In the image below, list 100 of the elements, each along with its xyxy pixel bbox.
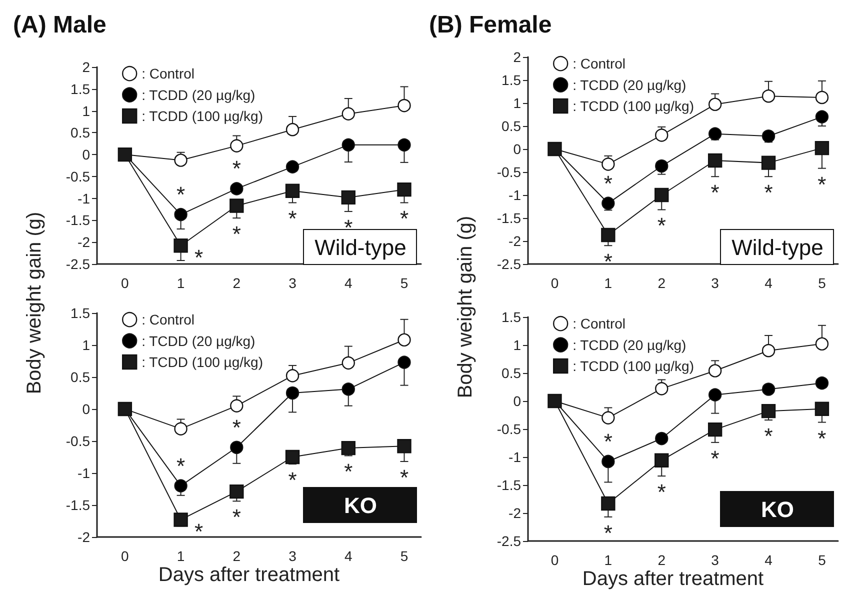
- y-tick-label: -0.5: [496, 421, 522, 437]
- x-tick-label: 5: [400, 275, 408, 291]
- x-tick-label: 4: [764, 552, 773, 568]
- point: [602, 454, 615, 468]
- point: [761, 156, 776, 170]
- point: [708, 153, 722, 168]
- legend-label: : TCDD (20 µg/kg): [572, 336, 686, 353]
- point: [174, 154, 188, 167]
- annotation: *: [400, 464, 409, 490]
- x-tick-label: 3: [288, 275, 297, 291]
- legend-label: : TCDD (20 µg/kg): [142, 86, 256, 103]
- y-tick-label: -2: [508, 233, 522, 249]
- point: [286, 386, 300, 400]
- point: [397, 439, 412, 454]
- annotation: *: [710, 180, 720, 206]
- point: [230, 139, 244, 152]
- y-tick-label: -1.5: [66, 497, 90, 513]
- annotation: *: [657, 480, 666, 505]
- legend-label: : Control: [572, 56, 626, 72]
- x-tick-label: 2: [232, 275, 241, 291]
- y-tick-label: 1.5: [502, 309, 522, 325]
- y-tick-label: 1.5: [70, 305, 90, 321]
- annotation: *: [232, 156, 242, 182]
- point: [602, 411, 615, 424]
- annotation: *: [818, 172, 827, 197]
- annotation: *: [400, 206, 409, 232]
- y-tick-label: -1: [508, 449, 522, 465]
- x-tick-label: 3: [288, 548, 297, 564]
- point: [708, 422, 722, 437]
- point: [815, 110, 829, 124]
- point: [342, 382, 355, 396]
- point: [230, 440, 244, 454]
- y-tick-label: -1: [78, 190, 90, 206]
- point: [761, 404, 776, 418]
- x-tick-label: 4: [764, 275, 773, 291]
- y-tick-label: -2.5: [496, 533, 522, 549]
- chart-title: (B) Female: [429, 12, 552, 38]
- y-tick-label: -1: [508, 187, 522, 203]
- annotation: *: [194, 519, 204, 544]
- y-tick-label: -0.5: [66, 433, 90, 449]
- legend-label: : TCDD (100 µg/kg): [142, 354, 264, 370]
- point: [762, 130, 776, 143]
- point: [655, 128, 668, 142]
- annotation: *: [818, 426, 827, 451]
- y-tick-label: 1: [82, 337, 90, 353]
- x-tick-label: 0: [550, 552, 559, 568]
- y-tick-label: -1: [78, 465, 90, 481]
- point: [762, 90, 776, 103]
- x-tick-label: 5: [818, 275, 826, 291]
- annotation: Wild-type: [732, 234, 824, 260]
- y-tick-label: 0: [513, 393, 522, 409]
- y-tick-label: -2.5: [496, 256, 522, 272]
- point: [655, 159, 668, 173]
- point: [654, 453, 669, 468]
- point: [230, 484, 244, 499]
- y-tick-label: -0.5: [496, 164, 522, 180]
- point: [762, 344, 776, 358]
- y-tick-label: 0.5: [502, 118, 522, 134]
- x-tick-label: 4: [344, 548, 352, 564]
- annotation: *: [604, 520, 613, 546]
- x-tick-label: 1: [604, 275, 612, 291]
- annotation: *: [710, 446, 720, 471]
- annotation: KO: [761, 496, 794, 522]
- point: [397, 182, 412, 197]
- point: [285, 450, 300, 464]
- point: [815, 376, 829, 390]
- y-tick-label: 1: [513, 95, 522, 111]
- annotation: *: [604, 428, 613, 454]
- chart-title: (A) Male: [13, 12, 106, 38]
- point: [230, 182, 244, 196]
- y-tick-label: -1.5: [66, 212, 90, 228]
- x-tick-label: 1: [604, 552, 612, 568]
- x-tick-label: 5: [818, 552, 826, 568]
- point: [601, 496, 616, 511]
- annotation: *: [176, 453, 186, 478]
- point: [230, 399, 244, 412]
- y-tick-label: -1.5: [496, 477, 522, 493]
- point: [174, 479, 188, 492]
- annotation: *: [604, 249, 613, 274]
- y-tick-label: -0.5: [66, 168, 90, 184]
- x-tick-label: 0: [121, 548, 130, 564]
- point: [285, 184, 300, 198]
- point: [341, 190, 356, 205]
- x-tick-label: 3: [711, 275, 720, 291]
- point: [654, 188, 669, 202]
- point: [398, 138, 411, 152]
- legend-label: : Control: [142, 66, 195, 82]
- point: [655, 432, 668, 446]
- point: [230, 198, 244, 213]
- y-tick-label: 2: [513, 49, 522, 65]
- x-axis-title: Days after treatment: [582, 568, 764, 590]
- point: [762, 382, 776, 396]
- point: [708, 127, 722, 140]
- point: [342, 138, 355, 152]
- annotation: *: [288, 468, 298, 493]
- y-tick-label: 1.5: [502, 72, 522, 88]
- annotation: KO: [344, 492, 377, 518]
- point: [708, 388, 722, 402]
- annotation: *: [176, 182, 186, 208]
- point: [601, 228, 616, 242]
